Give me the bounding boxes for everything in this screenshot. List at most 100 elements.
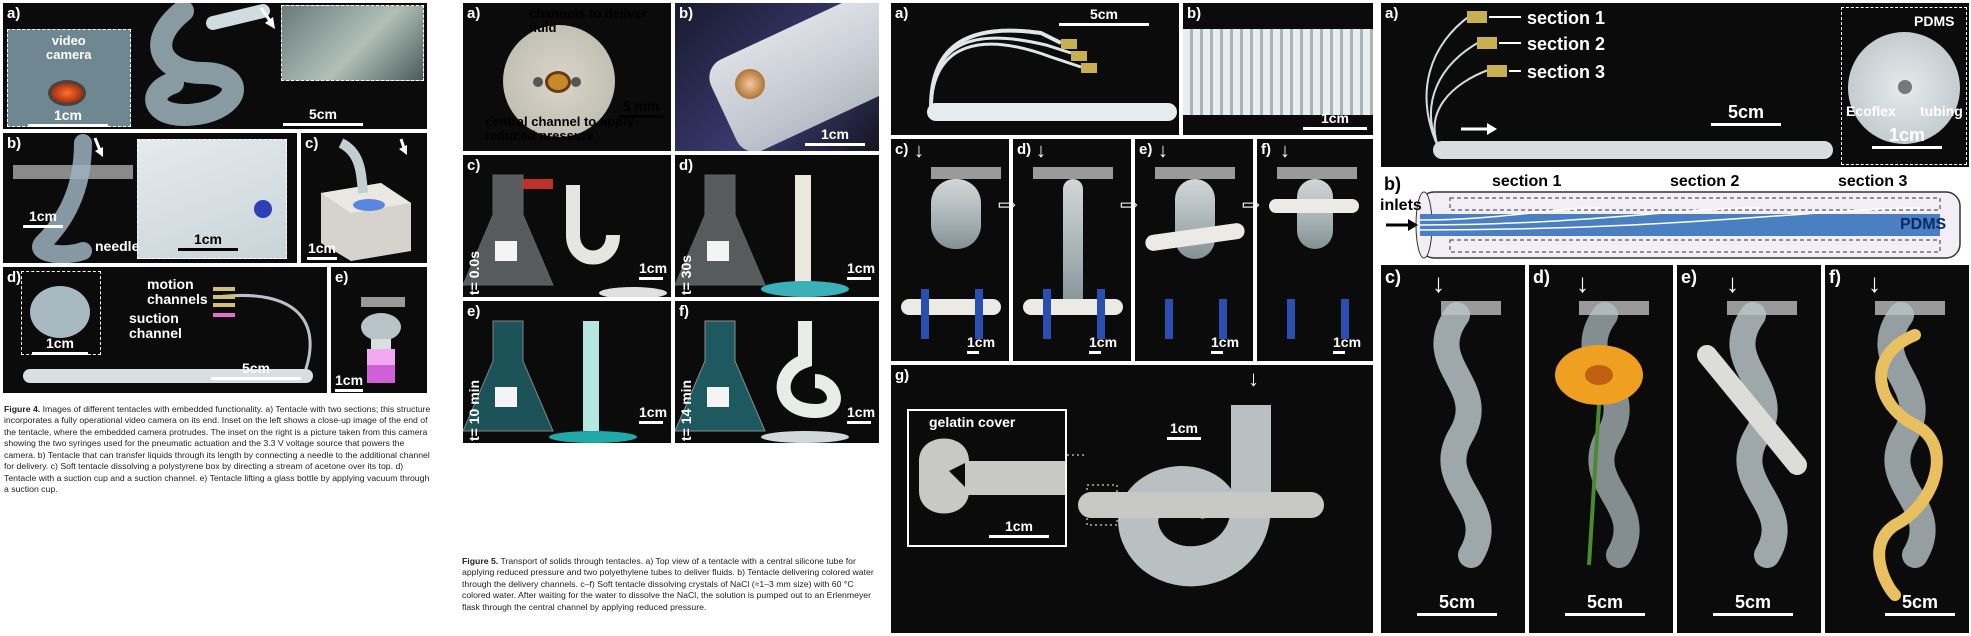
suction-channel-label: suction channel [129, 310, 182, 341]
section-2-label: section 2 [1527, 34, 1606, 54]
sequence-arrow-1: ⇨ [998, 192, 1017, 217]
post-left [921, 289, 929, 339]
wrench [1023, 299, 1123, 315]
time-label: t= 14 min [678, 379, 694, 441]
scale-bar: 1cm [639, 405, 667, 424]
panel-label: c) [305, 135, 319, 152]
panel-label: f) [1829, 267, 1841, 287]
flask-and-tentacle-drawing [463, 174, 667, 297]
post-left [1287, 299, 1295, 339]
arrow-down-icon: ↓ [1158, 140, 1168, 162]
arrow-down-icon: ↓ [1036, 140, 1046, 162]
gold-strip-grasp-drawing [1873, 302, 1943, 601]
caption-title: Figure 4. [4, 404, 41, 414]
panel-label: c) [1385, 267, 1402, 287]
section-3-label: section 3 [1838, 173, 1908, 190]
arrow-down-icon: ↓ [1248, 366, 1259, 391]
tubing-dots [1898, 80, 1912, 94]
figure-6: a) 5cm b) 1cm c) 1cm d) 1cm [890, 0, 1376, 636]
central-channel [545, 71, 571, 93]
tubing-label: tubing [1920, 103, 1963, 119]
straight-tentacle [1063, 179, 1083, 309]
post-left [1165, 299, 1173, 339]
scale-bar: 5cm [1885, 593, 1955, 616]
panel-label: a) [467, 5, 481, 22]
arrow-down-icon: ↓ [914, 140, 924, 162]
fig6-panel-d: d) 1cm [1012, 138, 1132, 362]
caption-text: Images of different tentacles with embed… [4, 404, 431, 495]
inlets-label: inlets [1380, 197, 1422, 214]
fig6-panel-b: b) 1cm [1182, 2, 1374, 136]
gelatin-cover-label: gelatin cover [929, 414, 1016, 430]
post-right [975, 289, 983, 339]
spiral-tentacle-drawing [1433, 302, 1492, 568]
fluid-channel-left [533, 77, 543, 87]
scale-bar-inset: 1cm [989, 519, 1049, 538]
clamp [1277, 167, 1357, 179]
blue-drop [254, 200, 272, 218]
panel-label: a) [7, 5, 21, 22]
scale-bar-inset: 1cm [1872, 126, 1942, 149]
panel-label: e) [1681, 267, 1698, 287]
schematic-diagram [1386, 191, 1961, 259]
bottle-drawing [361, 297, 405, 383]
panel-label: e) [335, 269, 349, 286]
arrow-down-icon: ↓ [1576, 268, 1589, 298]
panel-label: b) [7, 135, 22, 152]
scale-bar: 1cm [805, 127, 865, 146]
camera-inset-label: video camera [46, 33, 92, 62]
figure-5: a) channels to deliver fluid central cha… [450, 0, 888, 636]
scale-bar: 1cm [335, 373, 363, 392]
section-1-label: section 1 [1527, 8, 1606, 28]
fig4-panel-e: e) 1cm [330, 266, 428, 394]
cross-section-inset: PDMS Ecoflex tubing 1cm [1841, 7, 1967, 165]
clamp [1155, 167, 1235, 179]
scale-bar: 1cm [967, 335, 995, 354]
fig7-panel-e: e) 5cm [1676, 264, 1822, 634]
fig5-panel-d: d) t= 30s 1cm [674, 154, 880, 298]
scale-bar: 1cm [1211, 335, 1239, 354]
fig5-panel-b: b) 1cm [674, 2, 880, 152]
fluid-channel-right [571, 77, 581, 87]
fig6-panel-a: a) 5cm [890, 2, 1180, 136]
panel-label: e) [467, 303, 481, 320]
wrench-grasp-drawing [1697, 302, 1807, 568]
scale-bar-main: 5cm [1711, 103, 1781, 126]
pdms-label: PDMS [1914, 13, 1955, 29]
scale-bar: 1cm [307, 241, 337, 260]
tentacle-drawing [13, 134, 133, 263]
wrench-lifted [1269, 199, 1359, 213]
fluid-channels-label: channels to deliver fluid [529, 6, 647, 35]
motion-channels-label: motion channels [147, 276, 208, 307]
fig7-panel-a: a) section 1 section 2 section 3 5cm PDM… [1380, 2, 1970, 168]
scale-bar: 5cm [1417, 593, 1497, 616]
tentacle-wrench-drawing [1067, 405, 1324, 587]
flask-and-tentacle-drawing [675, 320, 849, 443]
panel-label: e) [1139, 141, 1153, 158]
panel-label: d) [679, 157, 694, 174]
scale-bar: 1cm [1089, 335, 1117, 354]
panel-label: c) [895, 141, 909, 158]
clamp [1033, 167, 1113, 179]
polystyrene-box-drawing [321, 138, 411, 261]
gelatin-cover-inset: gelatin cover 1cm [907, 409, 1067, 547]
scale-bar-main: 1cm [1167, 421, 1201, 440]
pdms-label: PDMS [1900, 216, 1947, 233]
needle-inset: 1cm [137, 139, 287, 259]
caption-text: Transport of solids through tentacles. a… [462, 556, 874, 612]
post-left [1043, 289, 1051, 339]
panel-label: d) [7, 269, 22, 286]
panel-label: f) [1261, 141, 1271, 158]
fig5-panel-e: e) t= 10 min 1cm [462, 300, 672, 444]
suction-cup-inset: 1cm [21, 271, 101, 355]
coiled-tentacle [931, 179, 981, 249]
ecoflex-label: Ecoflex [1846, 103, 1896, 119]
arrow-down-icon: ↓ [1868, 268, 1881, 298]
arrow-down-icon: ↓ [1432, 268, 1445, 298]
scale-bar: 5cm [1059, 7, 1149, 26]
section-1-label: section 1 [1492, 173, 1562, 190]
camera-view-inset [281, 5, 424, 81]
flask-and-tentacle-drawing [675, 174, 849, 297]
fig5-panel-a: a) channels to deliver fluid central cha… [462, 2, 672, 152]
post-right [1341, 299, 1349, 339]
